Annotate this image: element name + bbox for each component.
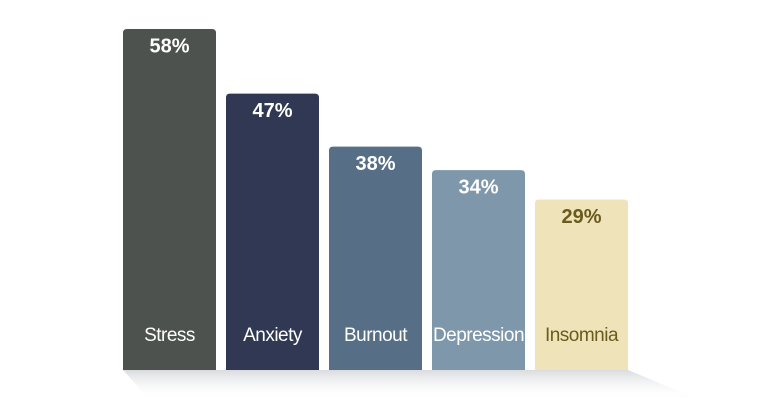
category-label: Insomnia <box>545 325 619 346</box>
reflection <box>123 370 700 400</box>
value-label: 38% <box>355 153 395 175</box>
bar <box>535 199 628 370</box>
bar <box>123 29 216 370</box>
category-label: Stress <box>144 325 195 346</box>
category-label: Burnout <box>344 325 408 346</box>
bar <box>432 170 525 370</box>
value-label: 58% <box>149 35 189 57</box>
category-label: Depression <box>433 325 524 346</box>
category-label: Anxiety <box>243 325 303 346</box>
value-label: 29% <box>561 206 601 228</box>
bar <box>226 93 319 370</box>
bar <box>329 146 422 370</box>
value-label: 47% <box>252 100 292 122</box>
value-label: 34% <box>458 176 498 198</box>
